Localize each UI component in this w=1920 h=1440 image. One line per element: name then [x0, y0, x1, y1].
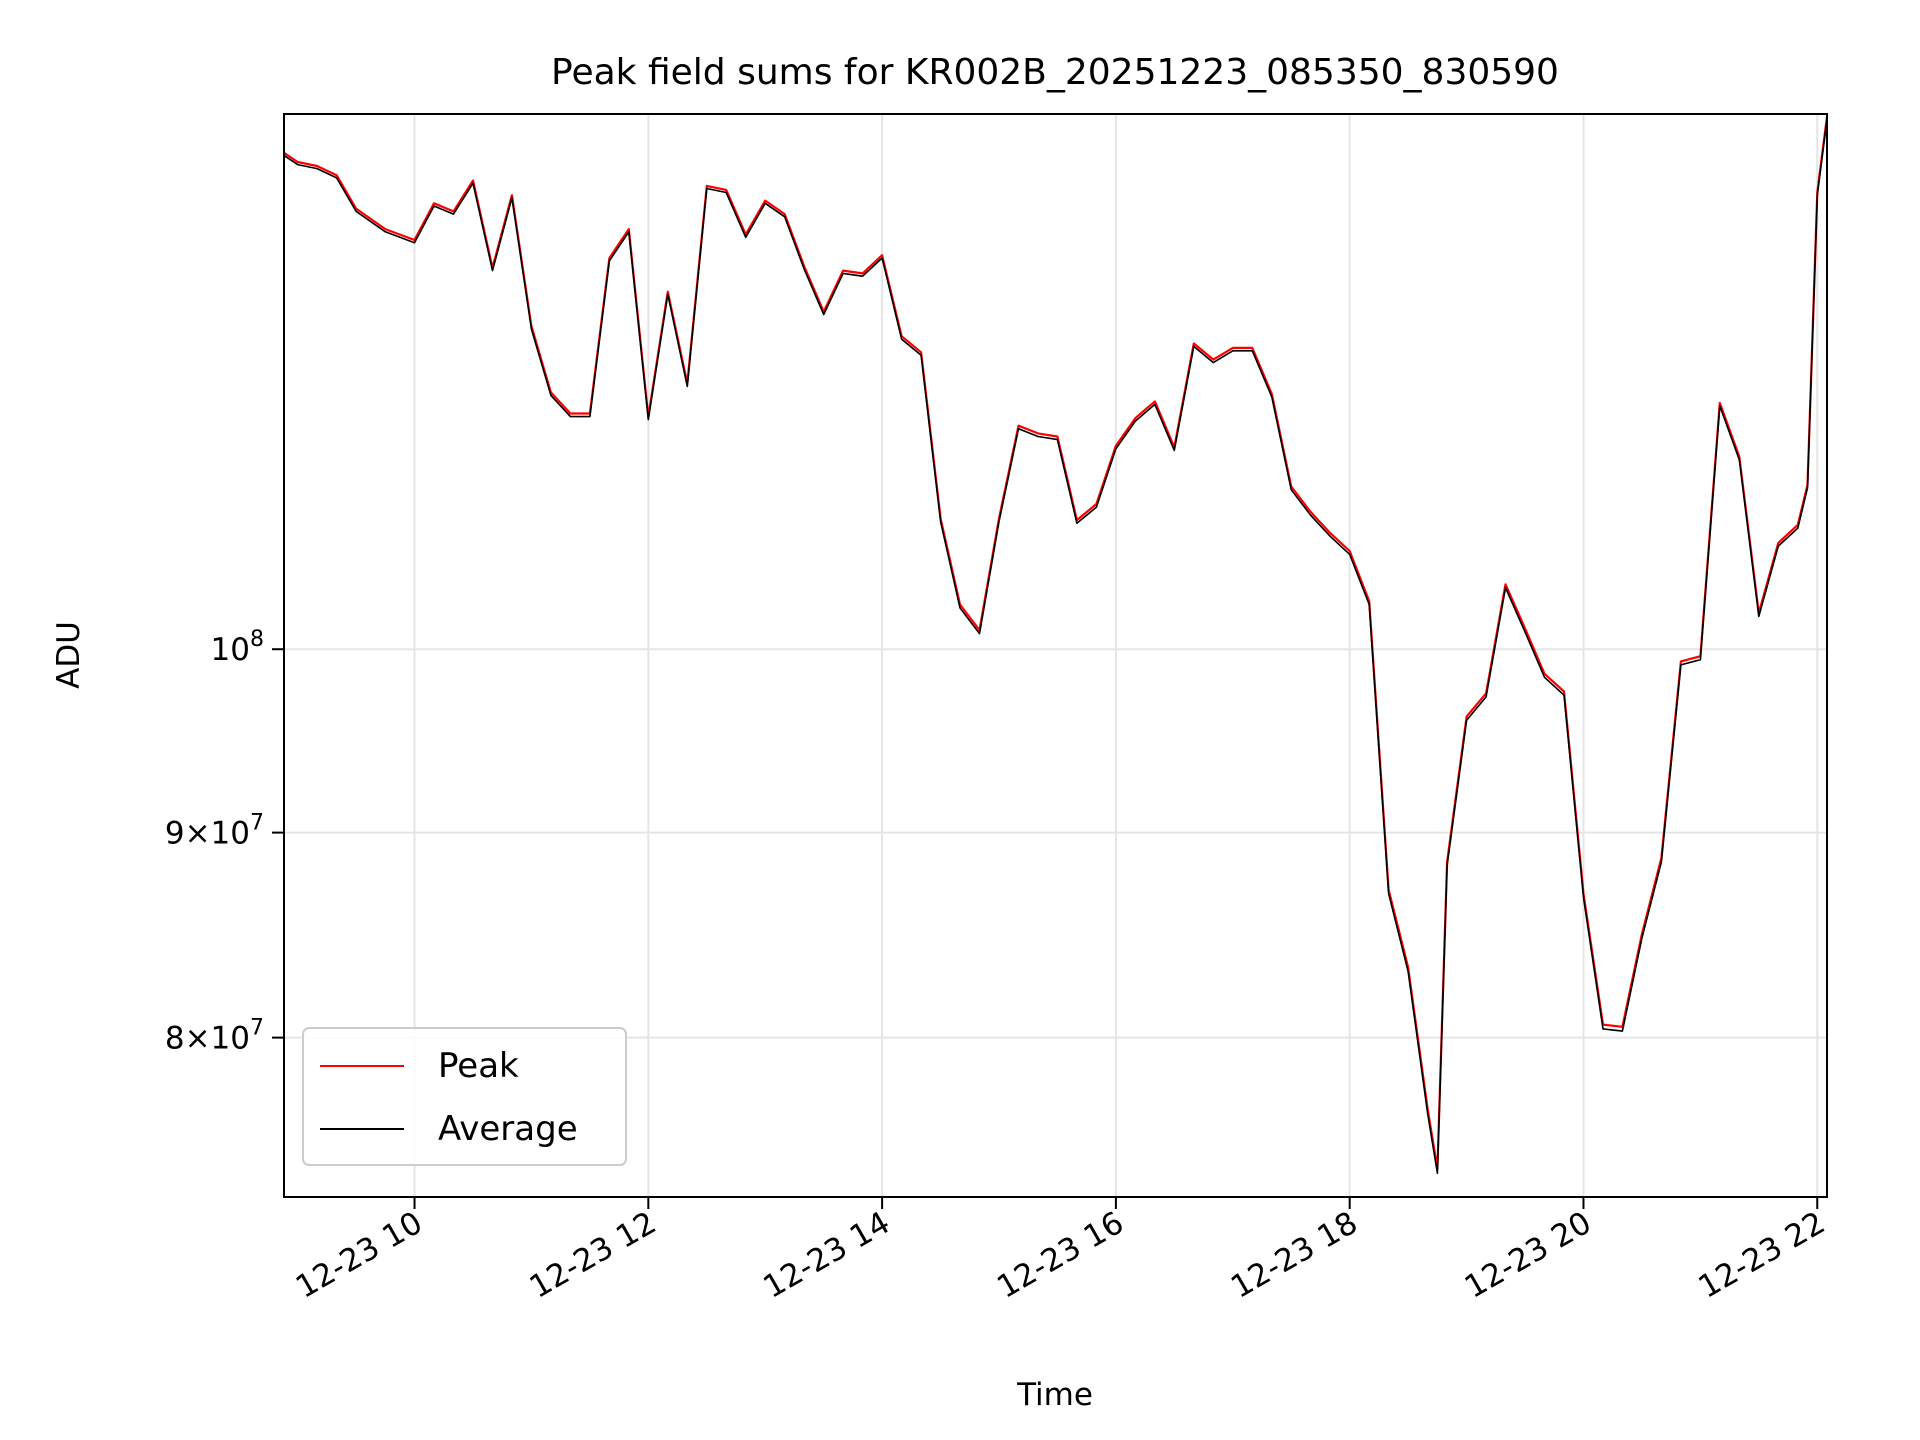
chart-title: Peak field sums for KR002B_20251223_0853… [551, 52, 1559, 93]
legend-label-peak: Peak [438, 1046, 519, 1086]
legend-box [302, 1027, 627, 1166]
legend: Peak Average [302, 1027, 627, 1166]
series-layer [283, 116, 1829, 1175]
grid-layer [284, 114, 1827, 1197]
y-tick-label: 9×107 [165, 811, 264, 852]
x-axis-label: Time [1016, 1377, 1093, 1413]
y-tick-label: 8×107 [165, 1016, 264, 1057]
plot-frame [283, 113, 1828, 1198]
series-line-average [283, 118, 1828, 1175]
y-axis-label: ADU [51, 621, 87, 689]
legend-label-average: Average [438, 1109, 578, 1149]
